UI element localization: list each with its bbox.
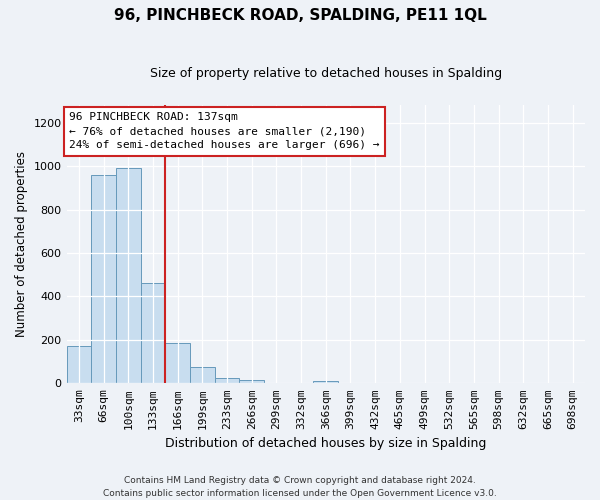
Bar — [313, 381, 338, 384]
Text: 96, PINCHBECK ROAD, SPALDING, PE11 1QL: 96, PINCHBECK ROAD, SPALDING, PE11 1QL — [113, 8, 487, 22]
Bar — [91, 175, 116, 384]
Bar — [67, 346, 91, 384]
Bar — [140, 284, 165, 384]
Bar — [215, 378, 239, 384]
X-axis label: Distribution of detached houses by size in Spalding: Distribution of detached houses by size … — [165, 437, 487, 450]
Bar — [165, 343, 190, 384]
Text: Contains HM Land Registry data © Crown copyright and database right 2024.
Contai: Contains HM Land Registry data © Crown c… — [103, 476, 497, 498]
Text: 96 PINCHBECK ROAD: 137sqm
← 76% of detached houses are smaller (2,190)
24% of se: 96 PINCHBECK ROAD: 137sqm ← 76% of detac… — [69, 112, 380, 150]
Bar — [116, 168, 140, 384]
Bar — [190, 367, 215, 384]
Title: Size of property relative to detached houses in Spalding: Size of property relative to detached ho… — [150, 68, 502, 80]
Y-axis label: Number of detached properties: Number of detached properties — [15, 152, 28, 338]
Bar — [239, 380, 264, 384]
